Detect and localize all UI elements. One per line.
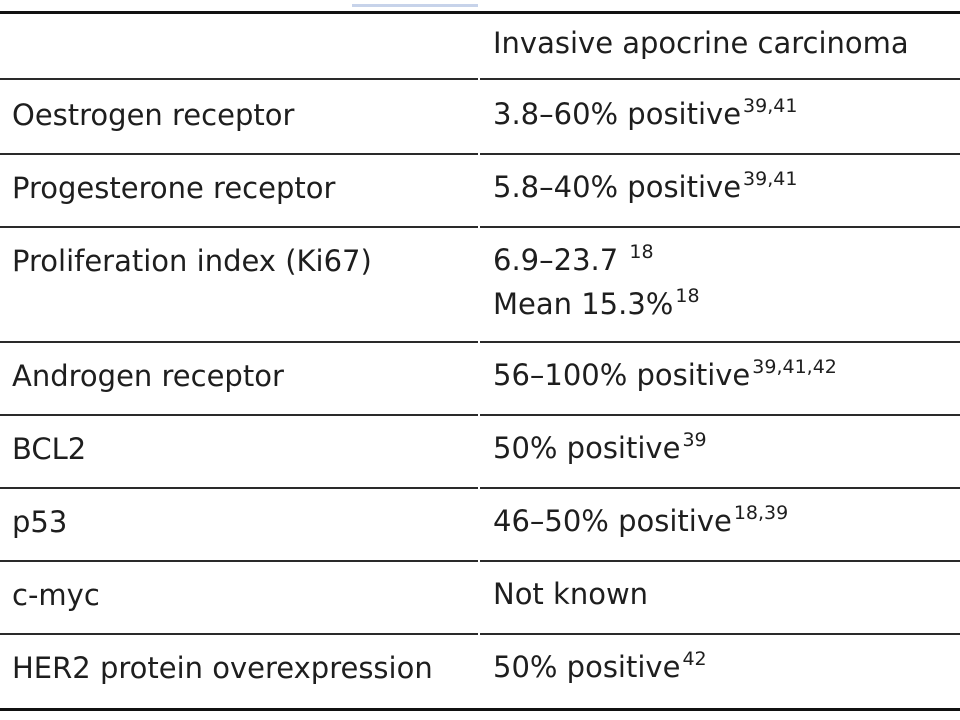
table-bottom-rule bbox=[0, 708, 960, 711]
reference-superscript: 39,41 bbox=[743, 168, 798, 190]
row-value: Not known bbox=[493, 574, 648, 614]
reference-superscript: 39,41 bbox=[743, 95, 798, 117]
header-row: Invasive apocrine carcinoma bbox=[0, 14, 960, 80]
row-value: 3.8–60% positive 39,41 bbox=[493, 94, 797, 138]
row-divider bbox=[480, 560, 960, 562]
row-label: Proliferation index (Ki67) bbox=[12, 244, 372, 278]
row-label: Progesterone receptor bbox=[12, 171, 336, 205]
row-value: 5.8–40% positive 39,41 bbox=[493, 167, 797, 211]
row-divider bbox=[0, 560, 478, 562]
row-divider bbox=[0, 341, 478, 343]
value-text: 5.8–40% positive bbox=[493, 170, 742, 204]
reference-superscript: 18 bbox=[629, 241, 654, 263]
row-label: Androgen receptor bbox=[12, 359, 284, 393]
row-divider bbox=[480, 78, 960, 80]
row-divider bbox=[480, 414, 960, 416]
row-divider bbox=[480, 226, 960, 228]
row-divider bbox=[480, 153, 960, 155]
table-row: Oestrogen receptor 3.8–60% positive 39,41 bbox=[0, 80, 960, 154]
value-text: Not known bbox=[493, 577, 649, 611]
row-divider bbox=[0, 153, 478, 155]
reference-superscript: 18,39 bbox=[733, 502, 789, 524]
value-text: 3.8–60% positive bbox=[493, 97, 742, 131]
row-divider bbox=[0, 414, 478, 416]
row-label: BCL2 bbox=[12, 432, 87, 466]
value-text: 6.9–23.7 bbox=[493, 243, 628, 277]
row-value: 50% positive 39 bbox=[493, 428, 707, 472]
value-text: 50% positive bbox=[493, 431, 681, 465]
row-divider bbox=[0, 633, 478, 635]
row-divider bbox=[0, 226, 478, 228]
table-row: HER2 protein overexpression 50% positive… bbox=[0, 635, 960, 707]
reference-superscript: 39 bbox=[682, 429, 707, 451]
row-divider bbox=[480, 487, 960, 489]
table-row: c-myc Not known bbox=[0, 562, 960, 634]
row-divider bbox=[480, 633, 960, 635]
row-divider bbox=[480, 341, 960, 343]
value-text-secondary: Mean 15.3% bbox=[493, 287, 674, 321]
value-text: 46–50% positive bbox=[493, 504, 732, 538]
row-label: Oestrogen receptor bbox=[12, 98, 295, 132]
table-row: p53 46–50% positive 18,39 bbox=[0, 489, 960, 561]
row-divider bbox=[0, 487, 478, 489]
reference-superscript: 39,41,42 bbox=[752, 356, 837, 378]
row-value: 50% positive 42 bbox=[493, 647, 707, 691]
row-value: 6.9–23.7 18 Mean 15.3% 18 bbox=[493, 240, 700, 328]
table-row: BCL2 50% positive 39 bbox=[0, 416, 960, 488]
table-top-accent bbox=[352, 4, 478, 7]
value-text: 50% positive bbox=[493, 650, 681, 684]
row-divider bbox=[0, 78, 478, 80]
table-row: Androgen receptor 56–100% positive 39,41,… bbox=[0, 343, 960, 415]
header-column-title: Invasive apocrine carcinoma bbox=[493, 26, 909, 60]
row-label: HER2 protein overexpression bbox=[12, 651, 433, 685]
value-text: 56–100% positive bbox=[493, 358, 751, 392]
row-label: c-myc bbox=[12, 578, 100, 612]
row-value: 56–100% positive 39,41,42 bbox=[493, 355, 837, 399]
reference-superscript: 18 bbox=[675, 285, 700, 307]
row-label: p53 bbox=[12, 505, 68, 539]
table-row: Progesterone receptor 5.8–40% positive 39… bbox=[0, 155, 960, 227]
table-top-rule bbox=[0, 11, 960, 14]
table-row: Proliferation index (Ki67) 6.9–23.7 18 M… bbox=[0, 228, 960, 342]
reference-superscript: 42 bbox=[682, 648, 707, 670]
row-value: 46–50% positive 18,39 bbox=[493, 501, 788, 545]
